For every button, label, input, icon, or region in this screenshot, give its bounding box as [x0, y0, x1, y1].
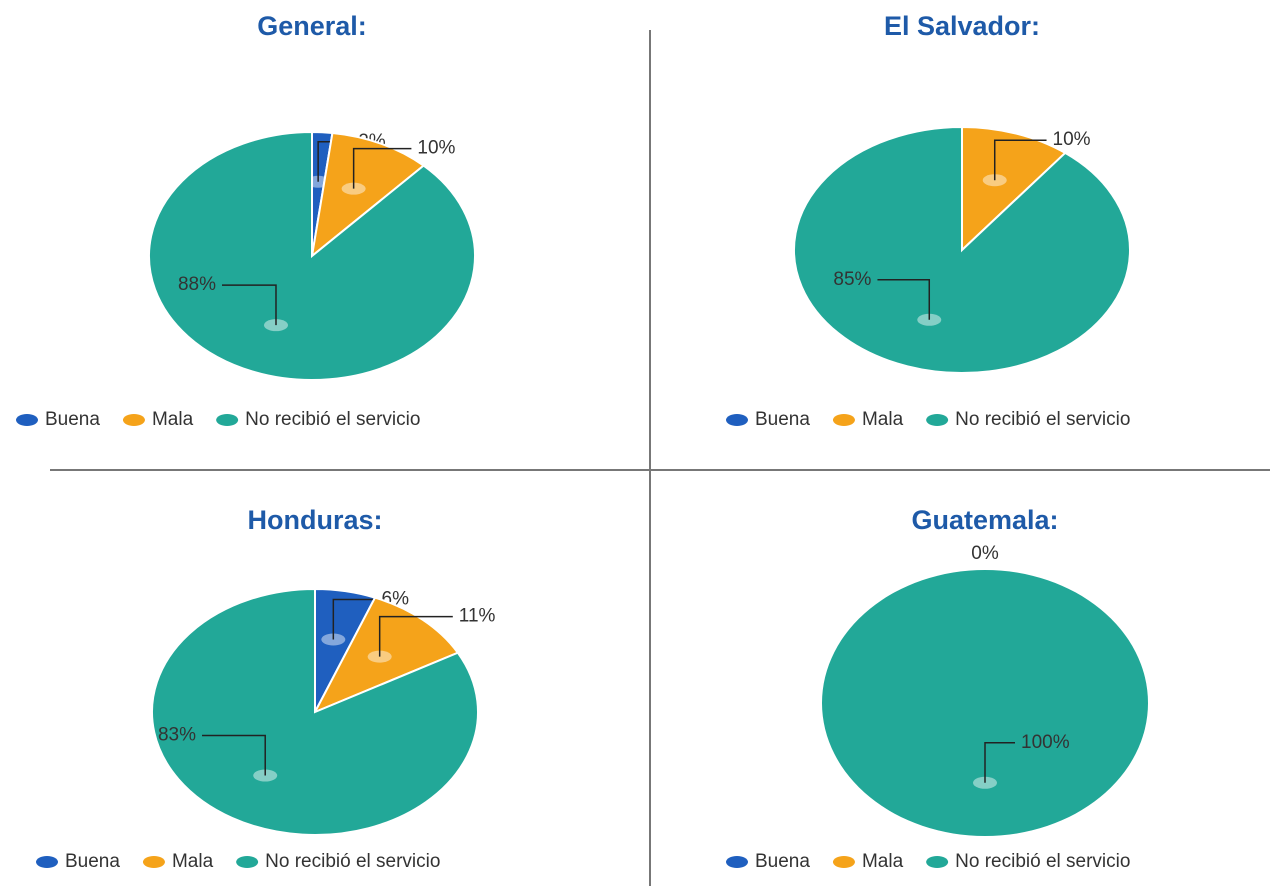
legend-label: No recibió el servicio: [955, 409, 1130, 430]
leader-line: [877, 279, 931, 320]
legend-marker: [926, 414, 949, 426]
pie-slice: [151, 587, 479, 836]
data-label: 100%: [1021, 732, 1070, 753]
data-label: 10%: [1053, 129, 1091, 150]
data-label: 0%: [971, 543, 999, 564]
legend-marker: [16, 414, 38, 426]
chart-title: El Salvador:: [884, 11, 1040, 41]
legend-marker: [726, 856, 748, 868]
legend-label: No recibió el servicio: [245, 409, 420, 430]
pie-slice: [822, 570, 1148, 836]
pie-slice: [310, 131, 426, 259]
leader-line: [332, 598, 376, 640]
leader-line: [993, 139, 1047, 181]
chart-title: General:: [257, 11, 367, 41]
legend-label: No recibió el servicio: [265, 851, 440, 872]
data-label: 11%: [459, 606, 496, 627]
leader-line: [202, 734, 266, 776]
legend-marker: [726, 414, 748, 426]
leader-line: [984, 742, 1015, 783]
data-label: 88%: [178, 274, 216, 295]
legend-marker: [832, 414, 855, 426]
legend-label: No recibió el servicio: [955, 851, 1130, 872]
pie-slice: [961, 125, 1067, 253]
legend-marker: [926, 856, 949, 868]
chart-title: Honduras:: [248, 505, 383, 535]
data-label: 10%: [417, 138, 455, 159]
data-label: 85%: [833, 269, 871, 290]
leader-line: [378, 615, 453, 657]
data-label: 83%: [158, 725, 196, 746]
legend-marker: [122, 414, 145, 426]
pie-slice: [312, 596, 460, 714]
legend-label: Mala: [862, 851, 904, 872]
leader-line: [352, 147, 412, 189]
legend-marker: [236, 856, 259, 868]
legend-label: Buena: [65, 851, 120, 872]
pie-slice: [148, 130, 476, 381]
legend-marker: [832, 856, 855, 868]
leader-line: [221, 284, 277, 326]
legend-marker: [216, 414, 239, 426]
legend-label: Buena: [45, 409, 100, 430]
chart-title: Guatemala:: [911, 505, 1058, 535]
legend-marker: [36, 856, 58, 868]
legend-label: Mala: [152, 409, 194, 430]
legend-label: Buena: [755, 409, 810, 430]
pie-slice: [793, 125, 1131, 374]
legend-label: Mala: [862, 409, 904, 430]
legend-marker: [142, 856, 165, 868]
legend-label: Mala: [172, 851, 214, 872]
legend-label: Buena: [755, 851, 810, 872]
